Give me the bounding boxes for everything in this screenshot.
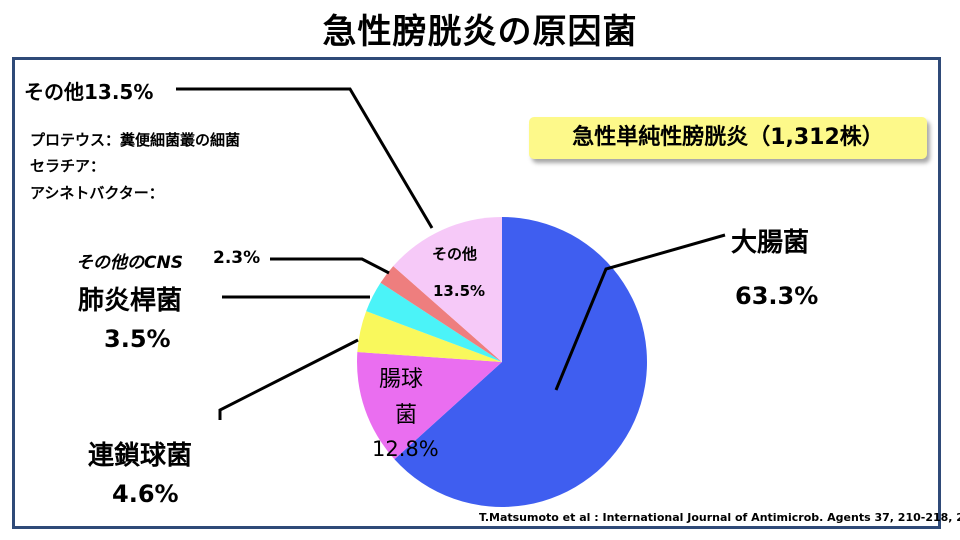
page-title: 急性膀胱炎の原因菌 bbox=[322, 12, 638, 52]
label-cns: その他のCNS bbox=[76, 253, 183, 273]
source-citation: T.Matsumoto et al : International Journa… bbox=[479, 511, 960, 524]
note-acinetobacter: アシネトバクター： bbox=[30, 184, 164, 202]
label-other-inner: その他 bbox=[432, 245, 478, 263]
pie-slice-2 bbox=[357, 311, 502, 362]
value-kleb: 3.5% bbox=[104, 325, 171, 353]
pie-slice-1 bbox=[357, 351, 502, 460]
value-cns: 2.3% bbox=[213, 248, 261, 268]
label-kleb: 肺炎桿菌 bbox=[78, 286, 183, 316]
note-proteus: プロテウス：糞便細菌叢の細菌 bbox=[30, 131, 241, 149]
leader-lines bbox=[176, 87, 726, 420]
leader-line-ecoli bbox=[554, 233, 726, 391]
value-other-inner: 13.5% bbox=[433, 282, 486, 300]
label-entero-line2: 菌 bbox=[395, 403, 418, 428]
chart-frame bbox=[12, 57, 941, 529]
label-entero-line1: 腸球 bbox=[379, 367, 424, 392]
leader-line-other bbox=[176, 87, 434, 229]
value-entero: 12.8% bbox=[372, 437, 439, 461]
value-ecoli: 63.3% bbox=[735, 282, 819, 310]
note-serratia: セラチア： bbox=[30, 157, 106, 175]
leader-line-strep bbox=[218, 338, 359, 420]
sample-badge: 急性単純性膀胱炎（1,312株） bbox=[529, 117, 927, 159]
pie-slice-4 bbox=[380, 266, 502, 362]
pie-slice-3 bbox=[366, 282, 502, 362]
label-ecoli: 大腸菌 bbox=[731, 228, 810, 258]
value-strep: 4.6% bbox=[112, 480, 179, 508]
label-strep: 連鎖球菌 bbox=[88, 441, 193, 471]
leader-line-cns bbox=[270, 257, 390, 275]
label-other-outer: その他13.5% bbox=[24, 80, 154, 104]
pie-slice-0 bbox=[394, 216, 648, 508]
pie-slice-5 bbox=[393, 217, 502, 362]
